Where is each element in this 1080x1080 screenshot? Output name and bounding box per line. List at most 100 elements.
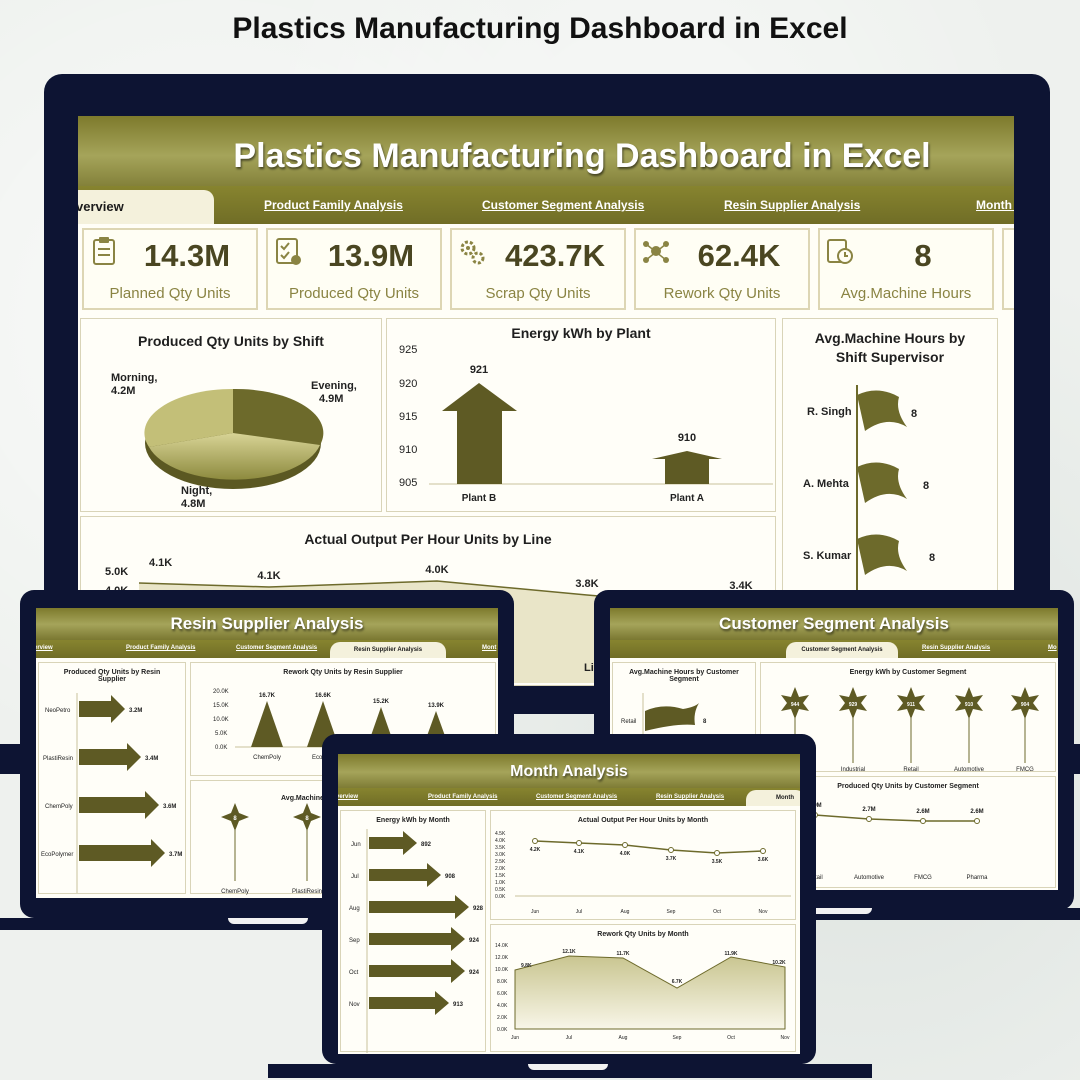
svg-text:2.0K: 2.0K bbox=[497, 1015, 508, 1021]
month-energy-value: 892 bbox=[421, 842, 432, 848]
resin-produced-arrow bbox=[79, 695, 125, 723]
resin-produced-chart: NeoPetro PlastiResin ChemPoly EcoPolymer… bbox=[41, 693, 182, 893]
month-energy-arrow bbox=[369, 959, 465, 983]
kpi-scrap-label: Scrap Qty Units bbox=[485, 285, 591, 302]
month-tab-month[interactable]: Month bbox=[746, 790, 800, 806]
resin-banner: Resin Supplier Analysis bbox=[36, 608, 498, 644]
month-tab-product-family[interactable]: Product Family Analysis bbox=[428, 794, 498, 800]
resin-tab-overview[interactable]: erview bbox=[36, 645, 53, 651]
svg-text:6.0K: 6.0K bbox=[497, 991, 508, 997]
month-output-point bbox=[714, 850, 720, 856]
energy-plant-panel: Energy kWh by Plant 925 920 915 910 905 … bbox=[386, 318, 776, 512]
tab-resin-supplier[interactable]: Resin Supplier Analysis bbox=[724, 198, 861, 212]
month-tab-customer-segment[interactable]: Customer Segment Analysis bbox=[536, 794, 618, 800]
pie-slice-night bbox=[149, 433, 320, 480]
resin-supplier-name: EcoPolymer bbox=[41, 852, 73, 858]
resin-produced-value: 3.2M bbox=[129, 708, 142, 714]
customer-tab-customer-segment[interactable]: Customer Segment Analysis bbox=[786, 642, 898, 658]
month-energy-cat: Sep bbox=[349, 938, 360, 944]
customer-tabbar: Customer Segment Analysis Resin Supplier… bbox=[610, 640, 1058, 658]
svg-text:Jun: Jun bbox=[511, 1035, 519, 1041]
svg-text:Nov: Nov bbox=[759, 909, 768, 915]
tab-overview[interactable]: verview bbox=[78, 190, 214, 224]
resin-supplier-name: PlastiResin bbox=[43, 756, 73, 762]
kpi-machine-hours-value: 8 bbox=[914, 238, 932, 273]
output-line-label: 3.4K bbox=[729, 580, 752, 592]
energy-plant-ytick: 910 bbox=[399, 444, 417, 456]
month-output-label: 3.7K bbox=[666, 856, 677, 862]
network-icon bbox=[643, 241, 669, 263]
customer-produced-cat: Automotive bbox=[854, 875, 885, 881]
month-output-panel: Actual Output Per Hour Units by Month 4.… bbox=[490, 810, 796, 920]
supervisor-name: R. Singh bbox=[807, 406, 852, 418]
month-output-point bbox=[760, 848, 766, 854]
month-tab-resin-supplier[interactable]: Resin Supplier Analysis bbox=[656, 794, 725, 800]
tab-month[interactable]: Month A bbox=[976, 198, 1014, 212]
pie-label-night-value: 4.8M bbox=[181, 498, 205, 510]
supervisor-flag bbox=[857, 534, 907, 575]
kpi-planned-label: Planned Qty Units bbox=[109, 285, 231, 302]
energy-plant-cat-a: Plant A bbox=[670, 493, 704, 504]
tab-product-family[interactable]: Product Family Analysis bbox=[264, 198, 403, 212]
svg-text:14.0K: 14.0K bbox=[495, 943, 509, 949]
svg-text:0.0K: 0.0K bbox=[497, 1027, 508, 1033]
supervisor-chart: R. Singh A. Mehta S. Kumar 8 8 8 bbox=[803, 385, 935, 685]
month-rework-panel: Rework Qty Units by Month 14.0K 12.0K 10… bbox=[490, 924, 796, 1052]
tab-customer-segment[interactable]: Customer Segment Analysis bbox=[482, 198, 645, 212]
resin-rework-title: Rework Qty Units by Resin Supplier bbox=[283, 669, 403, 676]
supervisor-name: S. Kumar bbox=[803, 550, 852, 562]
customer-machine-cat: Retail bbox=[621, 719, 636, 725]
resin-produced-value: 3.4M bbox=[145, 756, 158, 762]
kpi-produced-value: 13.9M bbox=[327, 238, 415, 273]
energy-plant-chart: 925 920 915 910 905 921 910 Plant B Plan… bbox=[399, 344, 773, 504]
resin-tab-customer-segment[interactable]: Customer Segment Analysis bbox=[236, 645, 318, 651]
supervisor-title: Avg.Machine Hours by Shift Supervisor bbox=[814, 330, 966, 365]
output-line-label: 3.8K bbox=[575, 578, 598, 590]
customer-tab-resin-supplier[interactable]: Resin Supplier Analysis bbox=[922, 645, 991, 651]
resin-produced-arrow bbox=[79, 743, 141, 771]
svg-text:1.5K: 1.5K bbox=[495, 873, 506, 879]
month-energy-title: Energy kWh by Month bbox=[376, 817, 450, 824]
month-energy-panel: Energy kWh by Month Jun Jul Aug Sep Oct … bbox=[340, 810, 486, 1053]
supervisor-value: 8 bbox=[929, 552, 935, 564]
resin-tab-month[interactable]: Mont bbox=[482, 645, 497, 651]
month-energy-arrow bbox=[369, 991, 449, 1015]
customer-laptop-notch bbox=[792, 908, 872, 914]
kpi-produced: 13.9M Produced Qty Units bbox=[266, 228, 442, 310]
pie-slice-evening bbox=[233, 388, 324, 445]
month-energy-value: 924 bbox=[469, 938, 480, 944]
month-laptop: Month Analysis verview Product Family An… bbox=[322, 734, 816, 1064]
resin-tab-product-family[interactable]: Product Family Analysis bbox=[126, 645, 196, 651]
customer-banner: Customer Segment Analysis bbox=[610, 608, 1058, 644]
customer-produced-point bbox=[974, 818, 980, 824]
customer-produced-point bbox=[920, 818, 926, 824]
month-rework-label: 10.2K bbox=[772, 960, 786, 966]
resin-rework-label: 16.7K bbox=[259, 693, 276, 699]
kpi-partial bbox=[1002, 228, 1014, 310]
svg-text:8.0K: 8.0K bbox=[497, 979, 508, 985]
resin-laptop-notch bbox=[228, 918, 308, 924]
month-output-label: 4.1K bbox=[574, 849, 585, 855]
output-line-title: Actual Output Per Hour Units by Line bbox=[304, 531, 552, 547]
month-output-cats: Jun Jul Aug Sep Oct Nov bbox=[531, 909, 768, 915]
kpi-rework-value: 62.4K bbox=[697, 238, 781, 273]
month-rework-cats: Jun Jul Aug Sep Oct Nov bbox=[511, 1035, 790, 1041]
month-rework-area bbox=[514, 955, 786, 1030]
customer-tab-month[interactable]: Mo bbox=[1048, 645, 1057, 651]
month-energy-arrow bbox=[369, 895, 469, 919]
customer-produced-point bbox=[866, 816, 872, 822]
svg-text:3.5K: 3.5K bbox=[495, 845, 506, 851]
month-tab-overview[interactable]: verview bbox=[338, 794, 359, 800]
resin-tab-resin-supplier[interactable]: Resin Supplier Analysis bbox=[330, 642, 446, 658]
month-energy-cat: Nov bbox=[349, 1002, 360, 1008]
resin-tabbar: erview Product Family Analysis Customer … bbox=[36, 640, 498, 658]
energy-plant-bar-a bbox=[652, 451, 722, 484]
energy-plant-label-a: 910 bbox=[678, 432, 696, 444]
energy-plant-ytick: 915 bbox=[399, 411, 417, 423]
main-tabbar: verview Product Family Analysis Customer… bbox=[78, 186, 1014, 224]
month-rework-label: 9.8K bbox=[521, 963, 532, 969]
month-rework-label: 11.9K bbox=[724, 951, 737, 957]
resin-machine-value: 8 bbox=[233, 816, 237, 822]
svg-text:904: 904 bbox=[1021, 702, 1030, 708]
svg-text:929: 929 bbox=[849, 702, 858, 708]
